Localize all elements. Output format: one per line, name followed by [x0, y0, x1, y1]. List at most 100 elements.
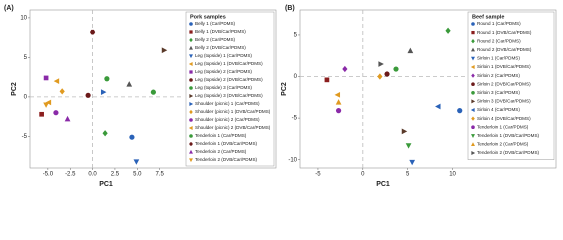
x-tick-label: 2.5	[111, 172, 120, 178]
x-tick-label: 5.0	[133, 172, 142, 178]
point	[378, 61, 384, 67]
legend-marker	[189, 45, 193, 50]
legend-marker	[189, 22, 193, 26]
y-axis-title: PC2	[11, 82, 18, 96]
legend-marker	[471, 116, 475, 121]
point	[334, 91, 341, 98]
y-tick-label: -5	[292, 116, 298, 122]
point	[89, 29, 96, 35]
legend-title: Pork samples	[190, 14, 226, 20]
legend-label: Round 2 (DVB/Car/PDMS)	[477, 47, 532, 52]
legend-label: Round 1 (DVB/Car/PDMS)	[477, 30, 532, 35]
legend-label: Round 2 (Car/PDMS)	[477, 38, 521, 43]
x-tick-label: 0	[361, 172, 365, 178]
legend-label: Shoulder (picnic) 1 (Car/PDMS)	[195, 101, 260, 106]
legend-marker	[471, 22, 475, 26]
legend-label: Belly 2 (DVB/Car/PDMS)	[195, 45, 246, 50]
point	[100, 89, 107, 96]
point	[324, 77, 330, 83]
y-tick-label: -5	[22, 134, 28, 140]
legend-marker	[471, 142, 475, 147]
legend-marker	[189, 30, 193, 34]
point	[102, 130, 108, 137]
y-tick-label: 5	[294, 33, 298, 39]
legend-label: Leg (topside) 2 (DVB/Car/PDMS)	[195, 77, 263, 82]
legend-label: Belly 1 (Car/PDMS)	[195, 21, 236, 26]
legend-label: Belly 2 (Car/PDMS)	[195, 37, 236, 42]
point	[45, 99, 52, 106]
legend-marker	[189, 78, 193, 82]
legend-label: Sirloin 2 (Car/PDMS)	[477, 73, 520, 78]
point	[59, 88, 65, 95]
legend-marker	[471, 39, 475, 44]
legend-marker	[471, 30, 475, 35]
legend-marker	[189, 149, 193, 154]
legend-marker	[189, 142, 193, 146]
point	[445, 27, 451, 34]
legend-label: Leg (topside) 1 (Car/PDMS)	[195, 53, 252, 58]
point	[405, 143, 412, 149]
y-tick-label: 5	[24, 55, 28, 61]
legend-box	[467, 11, 555, 160]
legend-marker	[471, 73, 475, 78]
legend-label: Sirloin 4 (DVB/Car/PDMS)	[477, 116, 531, 121]
legend-marker	[471, 56, 475, 61]
plot-frame	[29, 9, 277, 169]
legend-label: Tenderloin 2 (DVB/Car/PDMS)	[477, 150, 540, 155]
point	[384, 71, 390, 77]
legend-marker	[470, 108, 475, 112]
point	[53, 78, 60, 84]
legend-label: Shoulder (picnic) 1 (DVB/Car/PDMS)	[195, 109, 271, 114]
point	[401, 128, 408, 135]
y-tick-label: 0	[294, 74, 298, 80]
legend-label: Leg (topside) 1 (DVB/Car/PDMS)	[195, 61, 263, 66]
point	[161, 47, 168, 54]
point	[377, 73, 383, 80]
point	[53, 110, 59, 116]
x-axis-title: PC1	[376, 181, 390, 188]
legend-label: Sirloin 3 (Car/PDMS)	[477, 90, 520, 95]
legend-box	[185, 11, 275, 167]
legend-marker	[471, 99, 476, 104]
point	[457, 108, 463, 114]
point	[39, 111, 44, 117]
legend-marker	[189, 86, 193, 90]
y-tick-label: 0	[24, 94, 28, 100]
point	[407, 47, 414, 54]
legend-label: Sirloin 1 (DVB/Car/PDMS)	[477, 64, 531, 69]
y-tick-label: -10	[288, 157, 297, 163]
legend-marker	[471, 134, 475, 138]
point	[409, 159, 416, 166]
legend-marker	[189, 158, 193, 163]
point	[335, 99, 342, 105]
point	[133, 159, 140, 165]
legend-marker	[189, 94, 194, 98]
legend-label: Tenderloin 2 (DVB/Car/PDMS)	[195, 157, 258, 162]
legend-marker	[189, 102, 194, 106]
legend-label: Sirloin 4 (Car/PDMS)	[477, 107, 520, 112]
legend-label: Sirloin 3 (DVB/Car/PDMS)	[477, 99, 531, 104]
legend-marker	[471, 82, 475, 86]
x-axis-title: PC1	[99, 181, 113, 188]
legend-label: Tenderloin 1 (Car/PDMS)	[195, 133, 247, 138]
point	[150, 89, 156, 95]
legend-marker	[189, 70, 193, 74]
legend-label: Tenderloin 1 (DVB/Car/PDMS)	[477, 133, 540, 138]
x-tick-label: 5	[406, 172, 410, 178]
legend-label: Sirloin 2 (DVB/Car/PDMS)	[477, 81, 531, 86]
legend-label: Round 1 (Car/PDMS)	[477, 21, 521, 26]
point	[43, 75, 49, 81]
legend-marker	[189, 109, 193, 115]
legend-marker	[470, 65, 475, 69]
y-tick-label: 10	[20, 15, 27, 21]
legend-label: Shoulder (picnic) 2 (Car/PDMS)	[195, 117, 260, 122]
legend-label: Tenderloin 1 (DVB/Car/PDMS)	[195, 141, 258, 146]
legend-marker	[188, 126, 193, 130]
y-axis-title: PC2	[281, 82, 288, 96]
panel-label: (A)	[4, 5, 14, 12]
figure: (A) -5.0 -2.5 0.0 2.5 5.0 7.5 -5 0 5 10 PC1 PC2 Pork …	[4, 5, 557, 188]
legend-label: Tenderloin 2 (Car/PDMS)	[195, 149, 247, 154]
x-tick-label: -2.5	[65, 172, 76, 178]
legend-marker	[189, 118, 193, 122]
legend-label: Tenderloin 1 (Car/PDMS)	[477, 124, 529, 129]
